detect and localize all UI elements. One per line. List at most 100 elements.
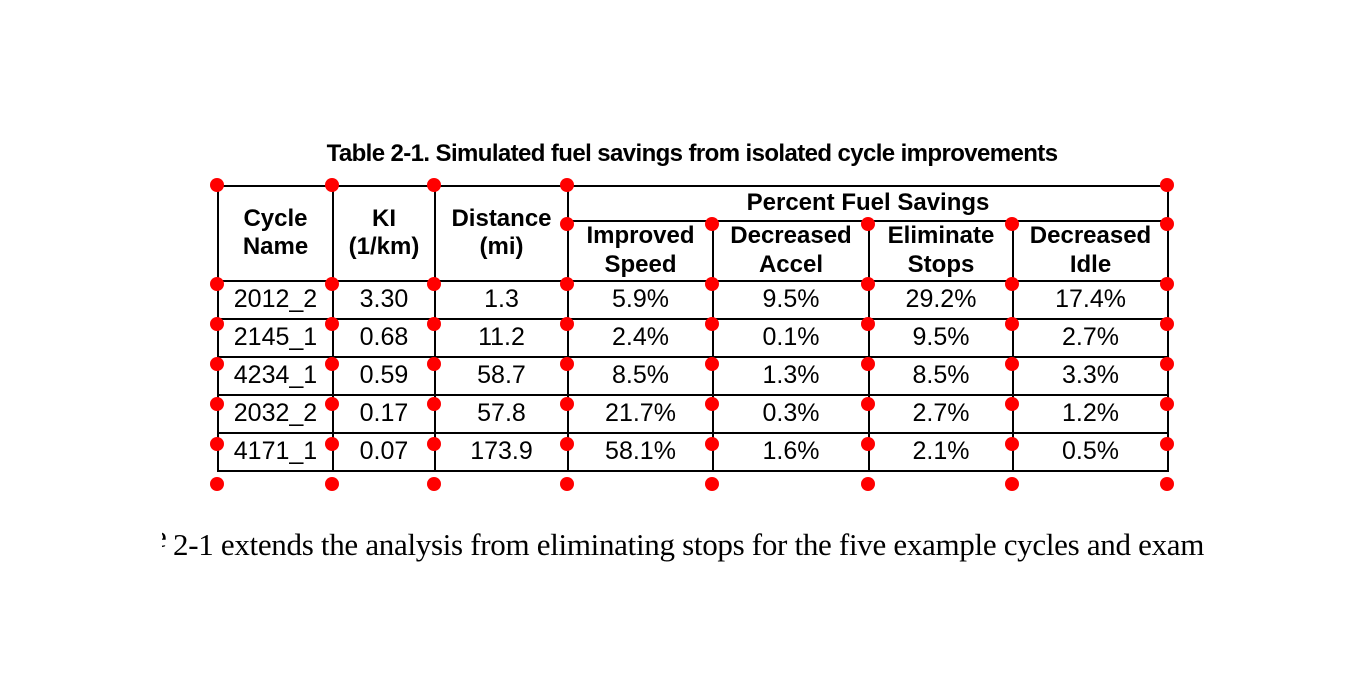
table-cell: 173.9 (434, 431, 569, 472)
cell-corner-dot-marker (705, 397, 719, 411)
table-cell: 3.30 (332, 279, 436, 320)
cell-corner-dot-marker (325, 178, 339, 192)
column-header-eliminate-stops: Eliminate Stops (868, 220, 1014, 282)
cell-corner-dot-marker (560, 397, 574, 411)
column-header-distance: Distance (mi) (434, 185, 569, 282)
column-header-ki: KI (1/km) (332, 185, 436, 282)
table-row: 4171_1 0.07 173.9 58.1% 1.6% 2.1% 0.5% (217, 431, 1170, 472)
table-cell: 5.9% (567, 279, 714, 320)
table-cell: 2032_2 (217, 393, 334, 434)
table-cell: 8.5% (567, 355, 714, 396)
cell-corner-dot-marker (560, 178, 574, 192)
column-header-cycle-name: Cycle Name (217, 185, 334, 282)
table-cell: 2.4% (567, 317, 714, 358)
cell-corner-dot-marker (560, 357, 574, 371)
cell-corner-dot-marker (210, 277, 224, 291)
table-cell: 0.17 (332, 393, 436, 434)
table-cell: 11.2 (434, 317, 569, 358)
table-cell: 57.8 (434, 393, 569, 434)
table-row: 4234_1 0.59 58.7 8.5% 1.3% 8.5% 3.3% (217, 355, 1170, 396)
cell-corner-dot-marker (861, 217, 875, 231)
cell-corner-dot-marker (1160, 317, 1174, 331)
table-cell: 9.5% (712, 279, 870, 320)
table-row: 2012_2 3.30 1.3 5.9% 9.5% 29.2% 17.4% (217, 279, 1170, 320)
cell-corner-dot-marker (1160, 477, 1174, 491)
cell-corner-dot-marker (210, 437, 224, 451)
table-caption-title: Table 2-1. Simulated fuel savings from i… (326, 140, 1058, 167)
cell-corner-dot-marker (1005, 397, 1019, 411)
table-cell: 2012_2 (217, 279, 334, 320)
body-sentence: 2-1 extends the analysis from eliminatin… (173, 527, 1205, 562)
table-cell: 0.59 (332, 355, 436, 396)
cell-corner-dot-marker (210, 397, 224, 411)
cell-corner-dot-marker (1005, 217, 1019, 231)
table-cell: 1.3 (434, 279, 569, 320)
header-row-sub: Improved Speed Decreased Accel Eliminate… (218, 220, 1170, 282)
table-cell: 1.3% (712, 355, 870, 396)
cell-corner-dot-marker (325, 477, 339, 491)
cell-corner-dot-marker (427, 397, 441, 411)
table-cell: 2.7% (868, 393, 1014, 434)
column-header-improved-speed: Improved Speed (567, 220, 714, 282)
cell-corner-dot-marker (705, 277, 719, 291)
group-header-percent-fuel-savings: Percent Fuel Savings (566, 185, 1170, 222)
cell-corner-dot-marker (1160, 437, 1174, 451)
column-header-decreased-accel: Decreased Accel (712, 220, 870, 282)
table-cell: 4234_1 (217, 355, 334, 396)
table-cell: 1.2% (1011, 393, 1170, 434)
cell-corner-dot-marker (427, 277, 441, 291)
cell-corner-dot-marker (325, 397, 339, 411)
cell-corner-dot-marker (705, 217, 719, 231)
cell-corner-dot-marker (210, 357, 224, 371)
cell-corner-dot-marker (861, 397, 875, 411)
table-row: 2032_2 0.17 57.8 21.7% 0.3% 2.7% 1.2% (217, 393, 1170, 434)
cell-corner-dot-marker (325, 437, 339, 451)
cell-corner-dot-marker (325, 277, 339, 291)
cell-corner-dot-marker (705, 357, 719, 371)
cell-corner-dot-marker (1005, 357, 1019, 371)
table-row: 2145_1 0.68 11.2 2.4% 0.1% 9.5% 2.7% (217, 317, 1170, 358)
table-cell: 3.3% (1011, 355, 1170, 396)
cell-corner-dot-marker (427, 178, 441, 192)
cell-corner-dot-marker (1160, 357, 1174, 371)
cell-corner-dot-marker (1005, 437, 1019, 451)
cell-corner-dot-marker (861, 277, 875, 291)
table-cell: 58.1% (567, 431, 714, 472)
cell-corner-dot-marker (427, 357, 441, 371)
cell-corner-dot-marker (1160, 217, 1174, 231)
cell-corner-dot-marker (1005, 277, 1019, 291)
cell-corner-dot-marker (1005, 477, 1019, 491)
cell-corner-dot-marker (861, 317, 875, 331)
column-header-decreased-idle: Decreased Idle (1011, 220, 1170, 282)
table-cell: 0.3% (712, 393, 870, 434)
cell-corner-dot-marker (427, 477, 441, 491)
cell-corner-dot-marker (1160, 178, 1174, 192)
table-cell: 29.2% (868, 279, 1014, 320)
cell-corner-dot-marker (427, 437, 441, 451)
cell-corner-dot-marker (705, 437, 719, 451)
table-cell: 58.7 (434, 355, 569, 396)
cell-corner-dot-marker (1160, 397, 1174, 411)
cell-corner-dot-marker (705, 477, 719, 491)
table-cell: 2.1% (868, 431, 1014, 472)
table-cell: 9.5% (868, 317, 1014, 358)
table-cell: 21.7% (567, 393, 714, 434)
cell-corner-dot-marker (861, 477, 875, 491)
cell-corner-dot-marker (861, 437, 875, 451)
cell-corner-dot-marker (705, 317, 719, 331)
header-row-top: Cycle Name KI (1/km) Distance (mi) Perce… (217, 185, 1170, 282)
cell-corner-dot-marker (210, 317, 224, 331)
cell-corner-dot-marker (427, 317, 441, 331)
table-cell: 4171_1 (217, 431, 334, 472)
body-text-line: e2-1 extends the analysis from eliminati… (162, 519, 1204, 563)
table-cell: 0.1% (712, 317, 870, 358)
cell-corner-dot-marker (560, 217, 574, 231)
table-cell: 1.6% (712, 431, 870, 472)
cell-corner-dot-marker (560, 277, 574, 291)
cell-corner-dot-marker (325, 317, 339, 331)
fuel-savings-table: Cycle Name KI (1/km) Distance (mi) Perce… (217, 185, 1170, 472)
cell-corner-dot-marker (325, 357, 339, 371)
cell-corner-dot-marker (210, 178, 224, 192)
cell-corner-dot-marker (560, 317, 574, 331)
